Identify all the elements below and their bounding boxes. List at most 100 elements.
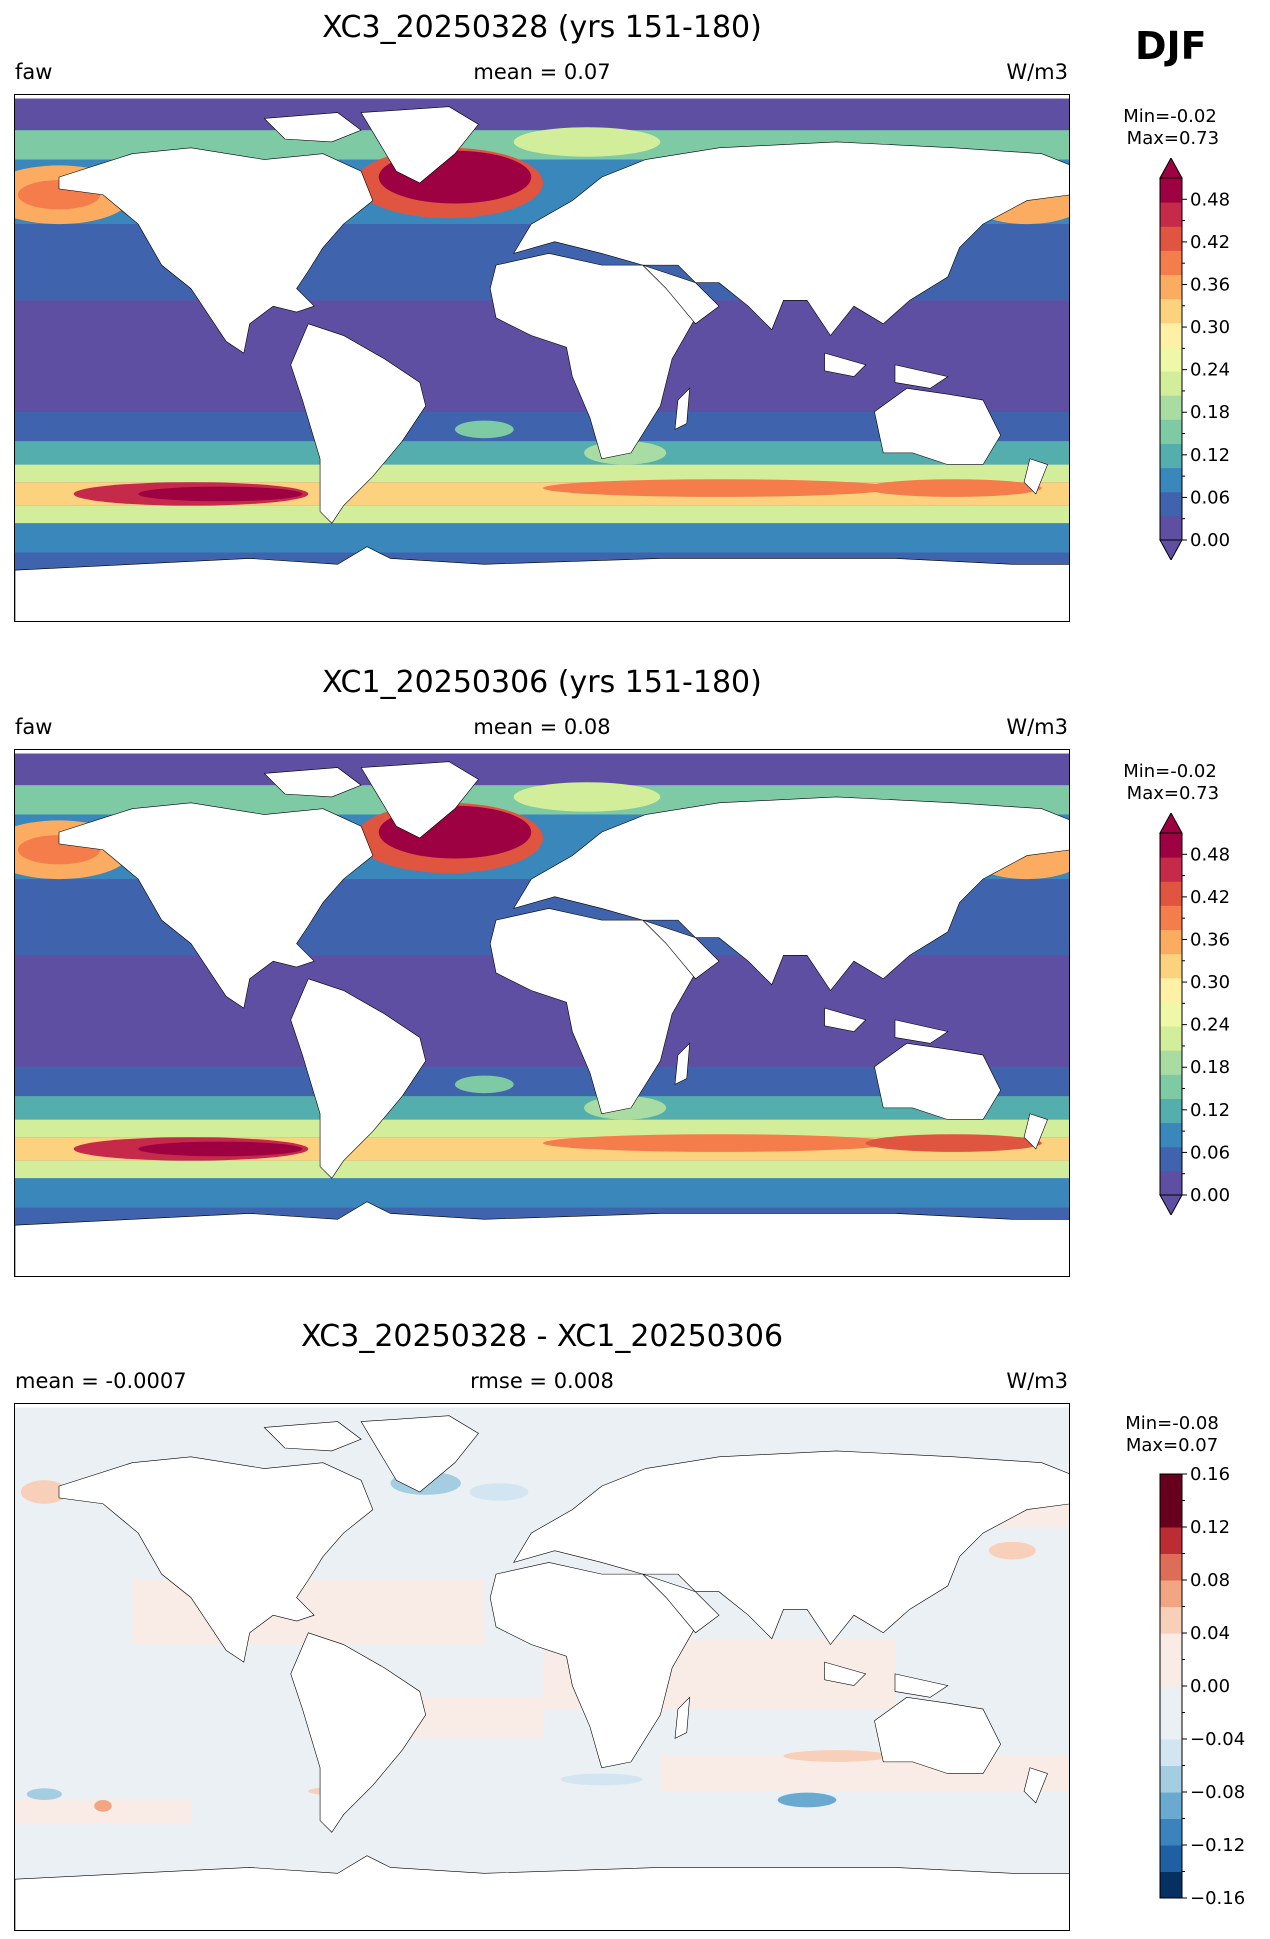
panel-3-title: XC3_20250328 - XC1_20250306 [300, 1319, 784, 1354]
colorbar-tick-label: 0.30 [1190, 317, 1230, 338]
colorbar-segment [1160, 1122, 1182, 1148]
landmass-7 [643, 265, 719, 324]
landmass-12 [15, 1202, 1069, 1276]
landmass-9 [895, 1020, 948, 1043]
panel-2-title: XC1_20250306 (yrs 151-180) [322, 665, 762, 700]
landmass-5 [490, 908, 695, 1113]
colorbar-segment [1160, 1553, 1182, 1581]
landmass-11 [1024, 1114, 1047, 1149]
colorbar-segment [1160, 1098, 1182, 1124]
landmass-11 [1024, 459, 1047, 494]
landmass-4 [514, 1451, 1069, 1645]
colorbar-segment [1160, 419, 1182, 444]
colorbar-segment [1160, 1659, 1182, 1687]
landmass-7 [643, 920, 719, 979]
landmass-2 [361, 762, 478, 838]
colorbar-tick-label: 0.24 [1190, 360, 1230, 381]
colorbar-segment [1160, 1765, 1182, 1793]
colorbar-extend-min [1159, 1194, 1183, 1217]
colorbar-segment [1160, 857, 1182, 882]
colorbar-tick-label: 0.48 [1190, 844, 1230, 865]
colorbar-segment [1160, 467, 1182, 493]
colorbar-tick-label: 0.24 [1190, 1015, 1230, 1036]
season-label: DJF [1135, 24, 1207, 68]
panel-3-map [14, 1403, 1070, 1931]
landmass-6 [675, 1697, 690, 1738]
landmass-1 [264, 113, 361, 142]
colorbar-extend-min [1159, 539, 1183, 562]
landmass-0 [59, 1457, 373, 1662]
colorbar-tick-label: 0.00 [1190, 1676, 1230, 1697]
panel-3-minmax: Min=-0.08 Max=0.07 [1125, 1413, 1219, 1456]
colorbar-tick-label: −0.16 [1190, 1888, 1245, 1906]
colorbar-segment [1160, 1146, 1182, 1172]
landmass-2 [361, 1416, 478, 1492]
landmass-6 [675, 388, 690, 429]
colorbar-segment [1160, 833, 1182, 858]
colorbar-segment [1160, 202, 1182, 227]
land-layer [15, 1404, 1069, 1930]
colorbar-segment [1160, 346, 1182, 372]
colorbar-tick-label: 0.30 [1190, 972, 1230, 993]
colorbar-segment [1160, 953, 1182, 979]
colorbar-segment [1160, 1500, 1182, 1528]
colorbar-tick-label: 0.00 [1190, 1185, 1230, 1206]
panel-2-minmax: Min=-0.02 Max=0.73 [1123, 761, 1220, 804]
panel-2-map-svg [15, 750, 1069, 1276]
colorbar-segment [1160, 1606, 1182, 1634]
colorbar-extend-max [1159, 156, 1183, 179]
landmass-5 [490, 253, 695, 458]
panel-1-colorbar-svg: 0.48 0.42 0.36 0.30 0.24 0.18 0.12 0.06 0.00 [1159, 156, 1230, 562]
colorbar-segment [1160, 226, 1182, 251]
panel-3-mean-label: mean = -0.0007 [15, 1369, 187, 1393]
colorbar-segment [1160, 274, 1182, 300]
colorbar-tick-label: 0.08 [1190, 1570, 1230, 1591]
landmass-3 [291, 979, 426, 1178]
landmass-0 [59, 803, 373, 1008]
panel-2-mean-label: mean = 0.08 [473, 715, 611, 739]
panel-2-units-label: W/m3 [1006, 715, 1068, 739]
colorbar-segment [1160, 371, 1182, 396]
landmass-2 [361, 107, 478, 183]
panel-1-mean-label: mean = 0.07 [473, 60, 611, 84]
landmass-6 [675, 1043, 690, 1084]
landmass-1 [264, 1422, 361, 1451]
panel-2-variable-label: faw [15, 715, 53, 739]
land-layer [15, 95, 1069, 621]
top-missing-strip [15, 750, 1069, 754]
panel-3-rmse-label: rmse = 0.008 [470, 1369, 614, 1393]
colorbar-segment [1160, 1845, 1182, 1872]
colorbar-segment [1160, 443, 1182, 469]
colorbar-tick-label: 0.16 [1190, 1466, 1230, 1485]
landmass-3 [291, 324, 426, 523]
panel-3-units-label: W/m3 [1006, 1369, 1068, 1393]
colorbar-tick-label: 0.36 [1190, 274, 1230, 295]
panel-1-map-svg [15, 95, 1069, 621]
panel-1-units-label: W/m3 [1006, 60, 1068, 84]
panel-2-map [14, 749, 1070, 1277]
colorbar-tick-label: 0.12 [1190, 1100, 1230, 1121]
colorbar-tick-label: 0.48 [1190, 189, 1230, 210]
colorbar-segment [1160, 178, 1182, 203]
landmass-12 [15, 547, 1069, 621]
colorbar-segment [1160, 1026, 1182, 1051]
colorbar-segment [1160, 1074, 1182, 1099]
colorbar-tick-label: 0.06 [1190, 1142, 1230, 1163]
colorbar-segment [1160, 322, 1182, 348]
colorbar-tick-label: 0.18 [1190, 1057, 1230, 1078]
landmass-9 [895, 1674, 948, 1697]
panel-1-minmax: Min=-0.02 Max=0.73 [1123, 106, 1220, 149]
panel-3-map-svg [15, 1404, 1069, 1930]
landmass-1 [264, 768, 361, 797]
colorbar-segment [1160, 395, 1182, 420]
colorbar-segment [1160, 1050, 1182, 1075]
colorbar-segment [1160, 1712, 1182, 1740]
colorbar-segment [1160, 250, 1182, 276]
colorbar-segment [1160, 1170, 1182, 1196]
landmass-0 [59, 148, 373, 353]
colorbar-tick-label: 0.00 [1190, 530, 1230, 551]
landmass-8 [825, 1008, 866, 1031]
colorbar-segment [1160, 1580, 1182, 1607]
panel-3-colorbar: 0.16 0.12 0.08 0.04 0.00 −0.04 −0.08 −0.12 −0.16 [1150, 1464, 1260, 1909]
landmass-8 [825, 1662, 866, 1685]
